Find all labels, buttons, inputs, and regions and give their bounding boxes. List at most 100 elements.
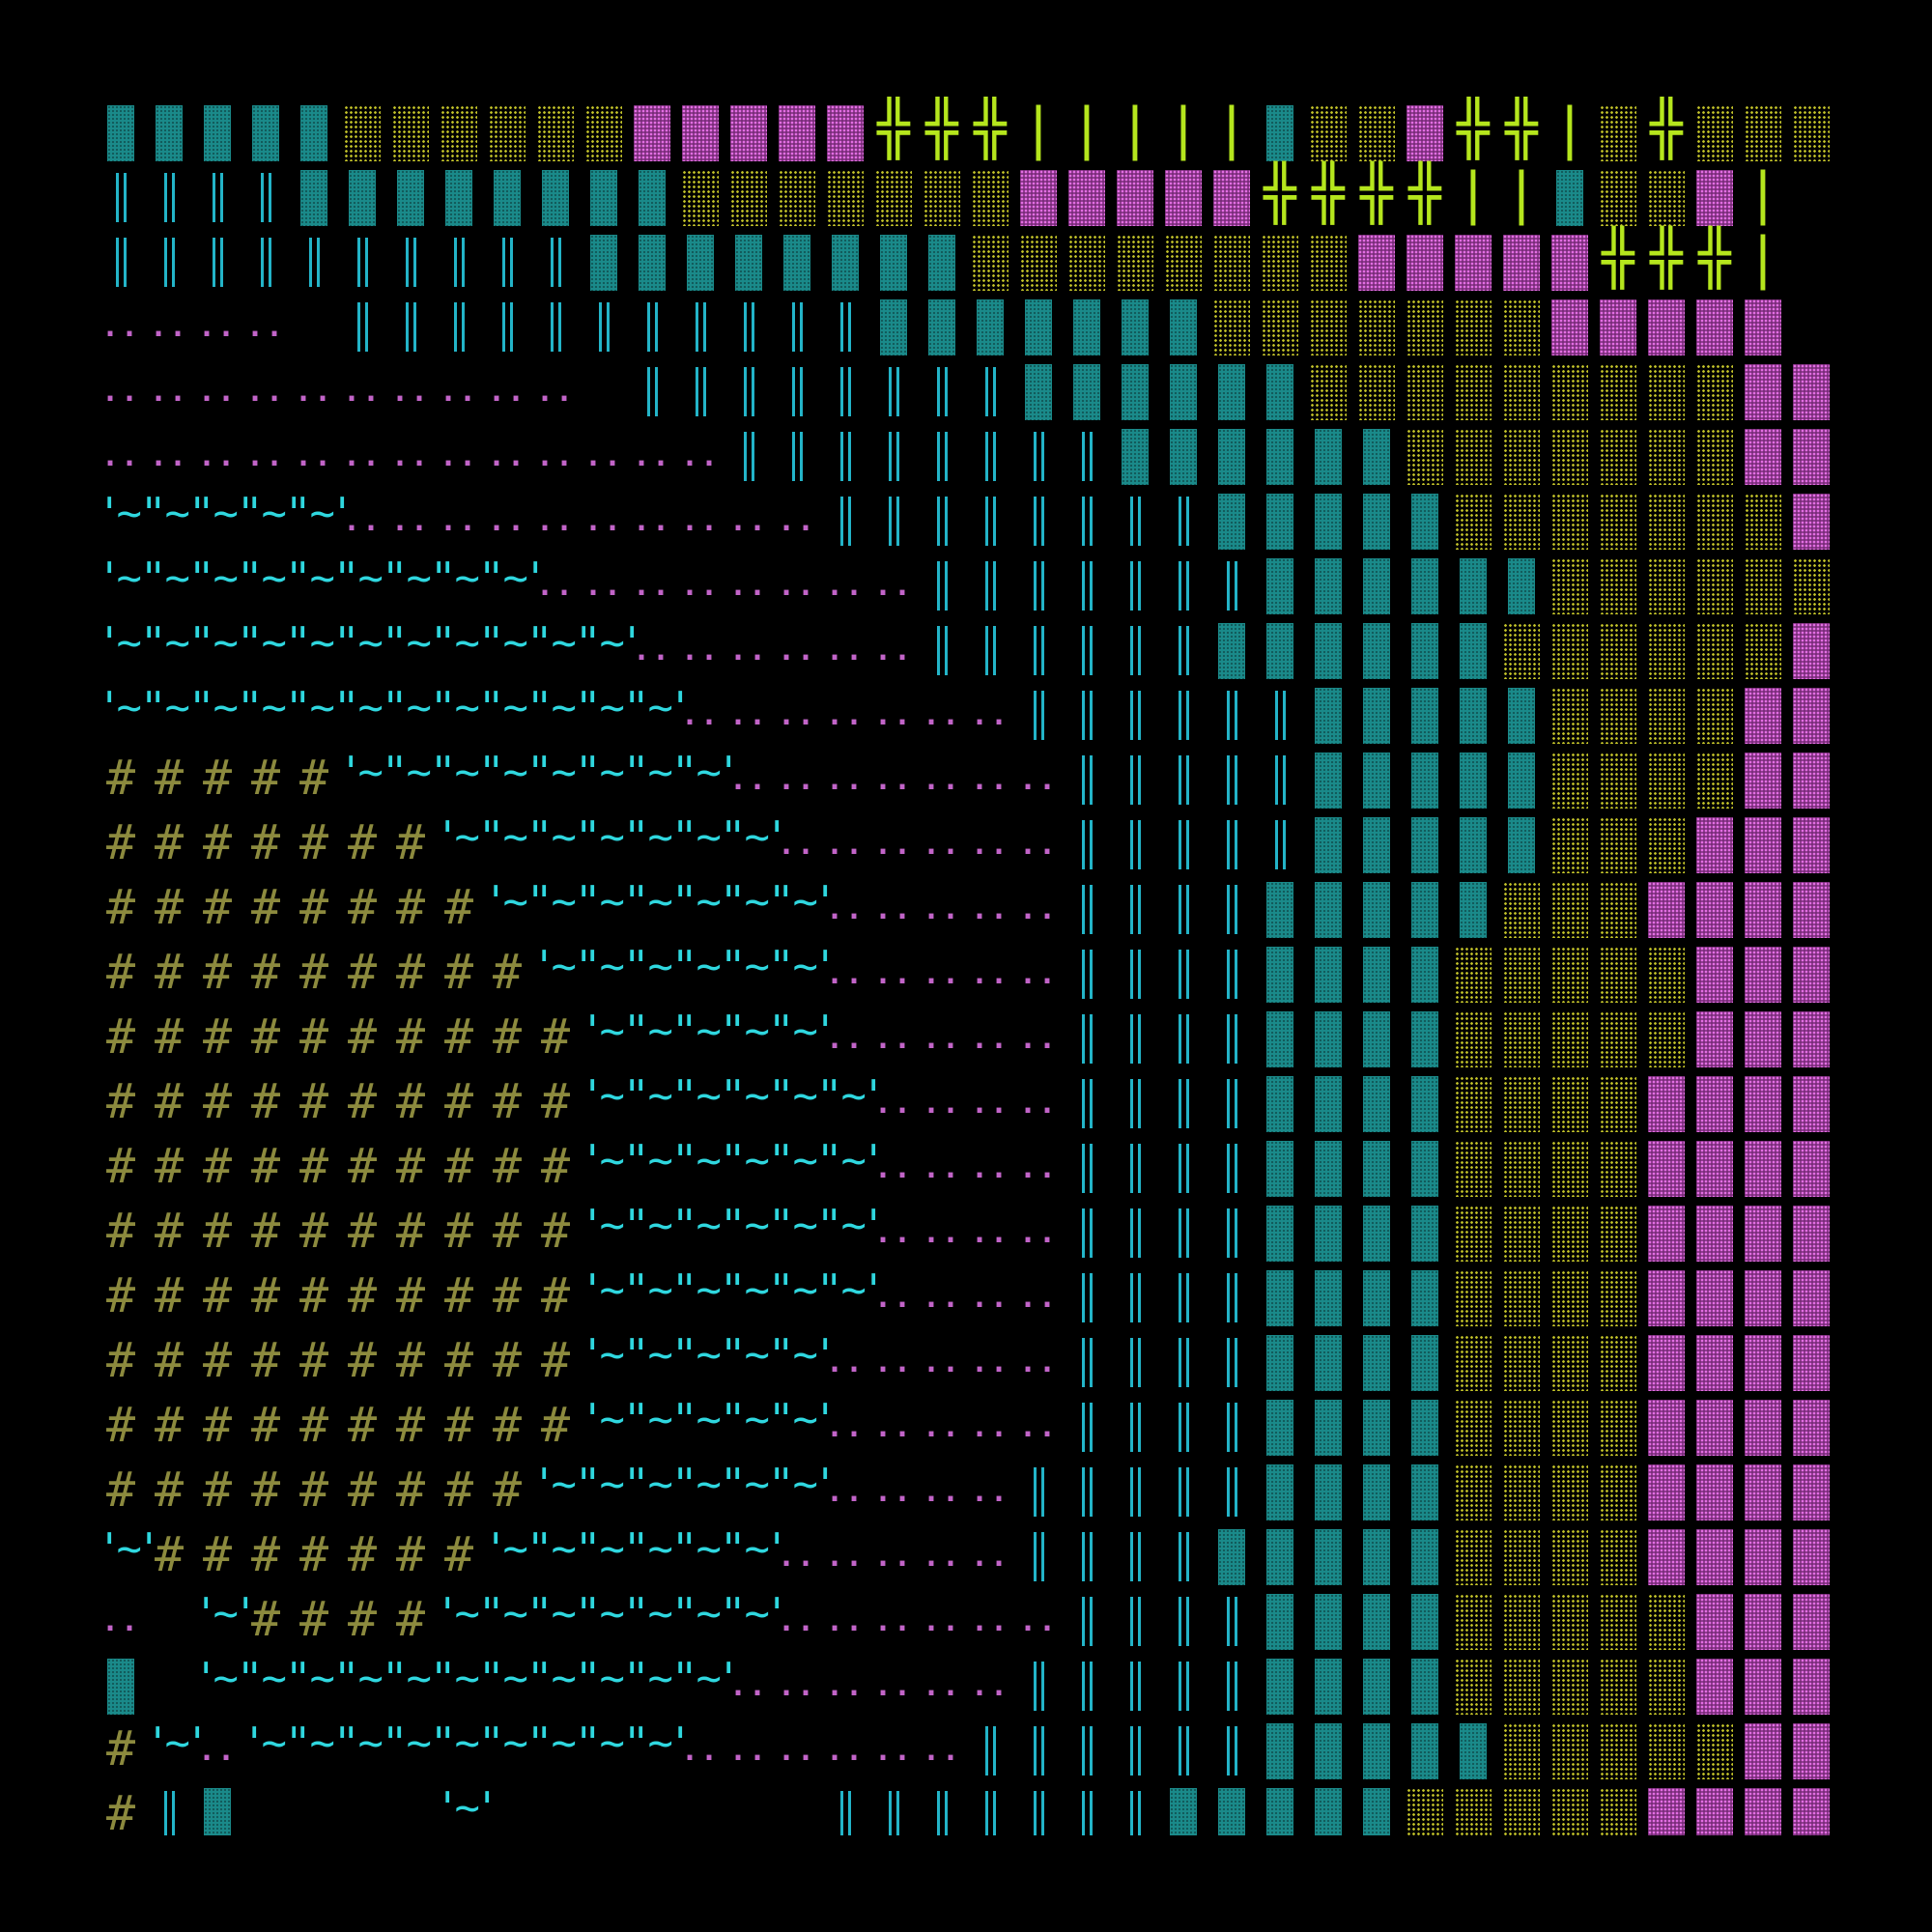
magenta-stipple-glyph (1696, 1011, 1733, 1067)
yellow-stipple-cell (1208, 226, 1256, 291)
lime-pipe-cell: | (1739, 161, 1787, 226)
teal-dotted-block-cell (1304, 1326, 1352, 1391)
teal-dotted-block-cell (193, 97, 242, 161)
violet-dot-pair-cell: ·· (773, 1520, 821, 1585)
cyan-double-bar-cell (773, 291, 821, 355)
yellow-stipple-glyph (392, 105, 429, 161)
olive-hash-cell: # (338, 1520, 386, 1585)
violet-dot-pair-glyph: ·· (535, 577, 576, 611)
teal-dotted-block-cell (531, 161, 580, 226)
yellow-stipple-glyph (1551, 623, 1588, 679)
teal-dotted-block-glyph (1411, 1206, 1438, 1262)
lime-double-cross-cell: ╬ (966, 97, 1014, 161)
violet-dot-pair-glyph: ·· (970, 1548, 1010, 1581)
violet-dot-pair-cell: ·· (242, 291, 290, 355)
cyan-double-bar-glyph (1063, 873, 1111, 938)
yellow-stipple-cell (1546, 679, 1594, 744)
violet-dot-pair-cell: ·· (966, 1585, 1014, 1650)
cyan-tilde-wave-glyph: '~' (97, 1524, 161, 1574)
violet-dot-pair-glyph: ·· (535, 447, 576, 481)
olive-hash-cell: # (531, 1391, 580, 1456)
teal-dotted-block-glyph (1363, 688, 1390, 744)
magenta-stipple-glyph (1793, 1335, 1830, 1391)
violet-dot-pair-cell: ·· (724, 550, 773, 614)
cyan-tilde-wave-glyph: '~' (676, 1265, 741, 1315)
cyan-tilde-wave-cell: '~' (580, 1650, 644, 1715)
violet-dot-pair-glyph: ·· (970, 965, 1010, 999)
yellow-stipple-glyph (1503, 1270, 1540, 1326)
olive-hash-glyph: # (105, 944, 136, 1000)
yellow-stipple-glyph (682, 170, 719, 226)
cyan-tilde-wave-cell: '~' (821, 1067, 886, 1132)
violet-dot-pair-cell: ·· (869, 1003, 918, 1067)
cyan-double-bar-glyph (1063, 1391, 1111, 1456)
teal-dotted-block-cell (1208, 355, 1256, 420)
yellow-stipple-glyph (1600, 429, 1636, 485)
violet-dot-pair-cell: ·· (773, 1650, 821, 1715)
yellow-stipple-cell (1449, 1585, 1497, 1650)
violet-dot-pair-cell: ·· (821, 1650, 869, 1715)
olive-hash-cell: # (145, 938, 193, 1003)
magenta-stipple-cell (1739, 1132, 1787, 1197)
yellow-stipple-glyph (1648, 688, 1685, 744)
magenta-stipple-cell (1642, 1262, 1690, 1326)
yellow-stipple-glyph (1551, 1335, 1588, 1391)
yellow-stipple-glyph (1455, 1076, 1492, 1132)
teal-dotted-block-glyph (1315, 947, 1342, 1003)
magenta-stipple-glyph (1793, 882, 1830, 938)
violet-dot-pair-cell: ·· (966, 809, 1014, 873)
yellow-stipple-cell (1690, 1715, 1739, 1779)
cyan-tilde-wave-glyph: '~' (724, 1395, 789, 1444)
cyan-tilde-wave-cell: '~' (724, 1132, 789, 1197)
violet-dot-pair-cell: ·· (483, 485, 531, 550)
yellow-stipple-cell (1642, 744, 1690, 809)
cyan-double-bar-cell (97, 226, 145, 291)
olive-hash-cell: # (290, 938, 338, 1003)
cyan-tilde-wave-cell: '~' (435, 550, 499, 614)
olive-hash-glyph: # (395, 814, 426, 870)
cyan-double-bar-cell (1063, 679, 1111, 744)
magenta-stipple-glyph (1696, 1400, 1733, 1456)
violet-dot-pair-glyph: ·· (922, 1548, 962, 1581)
magenta-stipple-glyph (1648, 1335, 1685, 1391)
magenta-stipple-cell (1642, 1391, 1690, 1456)
violet-dot-pair-glyph: ·· (825, 965, 866, 999)
teal-dotted-block-cell (1256, 938, 1304, 1003)
yellow-stipple-cell (1739, 614, 1787, 679)
violet-dot-pair-cell: ·· (628, 485, 676, 550)
cyan-double-bar-glyph (1063, 744, 1111, 809)
yellow-stipple-cell (1449, 1067, 1497, 1132)
cyan-tilde-wave-cell: '~' (338, 744, 403, 809)
yellow-stipple-cell (1497, 1520, 1546, 1585)
teal-dotted-block-cell (1401, 614, 1449, 679)
yellow-stipple-glyph (1600, 1659, 1636, 1715)
yellow-stipple-glyph (1696, 558, 1733, 614)
violet-dot-pair-glyph: ·· (100, 318, 141, 352)
cyan-tilde-wave-cell: '~' (290, 1650, 355, 1715)
cyan-double-bar-cell (918, 420, 966, 485)
cyan-tilde-wave-glyph: '~' (676, 1589, 741, 1638)
yellow-stipple-cell (1497, 1585, 1546, 1650)
yellow-stipple-cell (1497, 1391, 1546, 1456)
yellow-stipple-cell (1787, 550, 1835, 614)
cyan-tilde-wave-glyph: '~' (628, 812, 693, 862)
violet-dot-pair-cell: ·· (918, 1067, 966, 1132)
olive-hash-glyph: # (154, 1462, 185, 1518)
olive-hash-glyph: # (347, 1526, 378, 1582)
violet-dot-pair-cell: ·· (821, 1326, 869, 1391)
teal-dotted-block-glyph (1170, 299, 1197, 355)
cyan-double-bar-glyph (966, 355, 1014, 420)
yellow-stipple-glyph (1551, 947, 1588, 1003)
olive-hash-glyph: # (298, 1138, 329, 1194)
violet-dot-pair-glyph: ·· (680, 641, 721, 675)
cyan-tilde-wave-glyph: '~' (435, 618, 499, 668)
olive-hash-glyph: # (347, 1462, 378, 1518)
olive-hash-cell: # (97, 938, 145, 1003)
teal-dotted-block-cell (1352, 1003, 1401, 1067)
magenta-stipple-glyph (1696, 170, 1733, 226)
teal-dotted-block-glyph (1266, 947, 1293, 1003)
teal-dotted-block-cell (1352, 744, 1401, 809)
teal-dotted-block-glyph (1411, 1723, 1438, 1779)
teal-dotted-block-cell (1014, 291, 1063, 355)
violet-dot-pair-glyph: ·· (873, 1612, 914, 1646)
